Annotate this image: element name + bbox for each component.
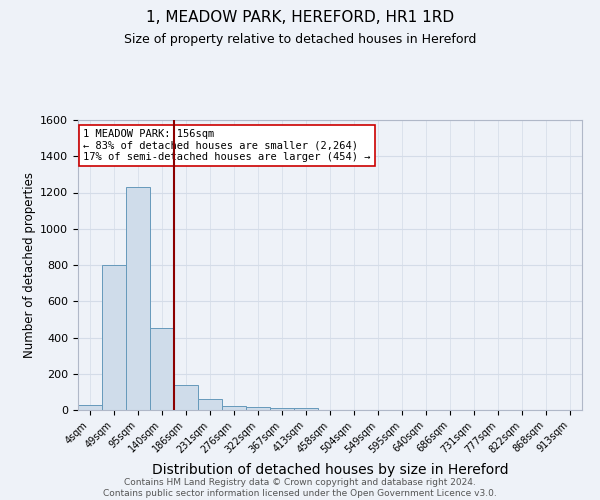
Bar	[294, 408, 318, 410]
Bar	[150, 328, 174, 410]
Text: Size of property relative to detached houses in Hereford: Size of property relative to detached ho…	[124, 32, 476, 46]
Bar	[102, 265, 126, 410]
Bar	[198, 399, 222, 410]
Text: Contains HM Land Registry data © Crown copyright and database right 2024.
Contai: Contains HM Land Registry data © Crown c…	[103, 478, 497, 498]
Bar	[78, 406, 102, 410]
X-axis label: Distribution of detached houses by size in Hereford: Distribution of detached houses by size …	[152, 463, 508, 477]
Y-axis label: Number of detached properties: Number of detached properties	[23, 172, 36, 358]
Bar	[174, 384, 198, 410]
Bar	[246, 408, 270, 410]
Text: 1 MEADOW PARK: 156sqm
← 83% of detached houses are smaller (2,264)
17% of semi-d: 1 MEADOW PARK: 156sqm ← 83% of detached …	[83, 128, 371, 162]
Text: 1, MEADOW PARK, HEREFORD, HR1 1RD: 1, MEADOW PARK, HEREFORD, HR1 1RD	[146, 10, 454, 25]
Bar	[126, 187, 150, 410]
Bar	[270, 408, 294, 410]
Bar	[222, 406, 246, 410]
